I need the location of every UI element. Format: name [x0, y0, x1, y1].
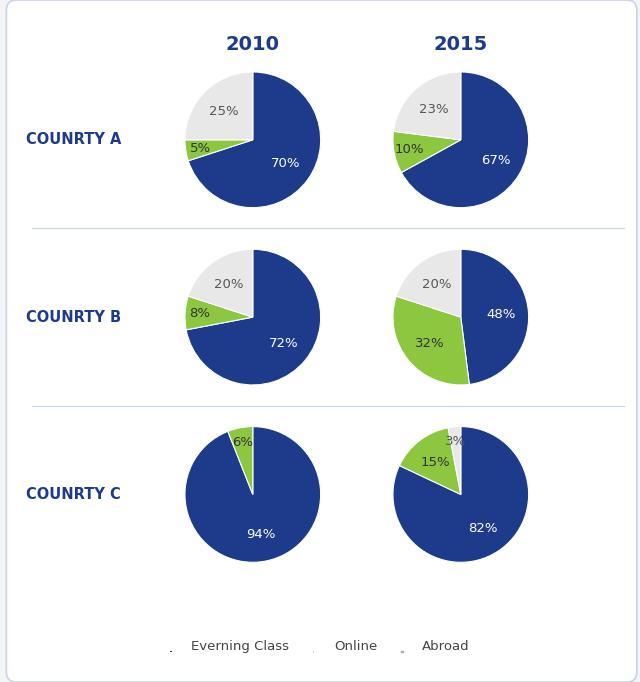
Text: 67%: 67%	[481, 154, 511, 167]
Text: 70%: 70%	[271, 158, 301, 170]
Wedge shape	[461, 250, 529, 385]
Text: 6%: 6%	[232, 436, 253, 449]
Wedge shape	[188, 250, 253, 317]
Text: 8%: 8%	[189, 308, 211, 321]
Wedge shape	[448, 427, 461, 494]
Text: 72%: 72%	[269, 337, 299, 350]
Wedge shape	[401, 72, 529, 207]
Legend: Everning Class, Online, Abroad: Everning Class, Online, Abroad	[165, 634, 475, 659]
Wedge shape	[393, 427, 529, 562]
Text: 2010: 2010	[226, 35, 280, 54]
Text: COUNRTY B: COUNRTY B	[26, 310, 121, 325]
Text: 82%: 82%	[468, 522, 497, 535]
Wedge shape	[399, 428, 461, 494]
Text: COUNRTY C: COUNRTY C	[26, 487, 121, 502]
Text: 94%: 94%	[246, 528, 275, 541]
Wedge shape	[396, 250, 461, 317]
Text: 48%: 48%	[487, 308, 516, 321]
Text: 3%: 3%	[445, 435, 467, 448]
Text: 23%: 23%	[419, 103, 449, 116]
Wedge shape	[394, 72, 461, 140]
Wedge shape	[185, 296, 253, 330]
Wedge shape	[185, 427, 321, 562]
Text: 10%: 10%	[394, 143, 424, 156]
Text: 2015: 2015	[434, 35, 488, 54]
Wedge shape	[393, 132, 461, 173]
Text: COUNRTY A: COUNRTY A	[26, 132, 122, 147]
Wedge shape	[185, 140, 253, 161]
Text: 5%: 5%	[190, 142, 211, 155]
Text: 20%: 20%	[422, 278, 452, 291]
Wedge shape	[393, 296, 469, 385]
Text: 25%: 25%	[209, 104, 239, 117]
Text: 20%: 20%	[214, 278, 244, 291]
Wedge shape	[188, 72, 321, 207]
Wedge shape	[186, 250, 321, 385]
Wedge shape	[185, 72, 253, 140]
Wedge shape	[228, 427, 253, 494]
Text: 32%: 32%	[415, 337, 444, 350]
Text: 15%: 15%	[421, 456, 451, 469]
